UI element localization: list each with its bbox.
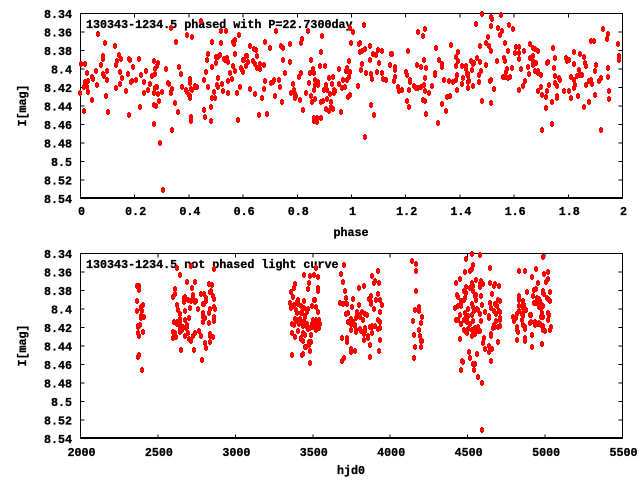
svg-text:8.42: 8.42 — [44, 322, 72, 336]
svg-text:8.36: 8.36 — [44, 267, 72, 281]
svg-text:8.4: 8.4 — [51, 64, 72, 78]
svg-text:4000: 4000 — [377, 446, 405, 460]
svg-text:130343-1234.5 not phased light: 130343-1234.5 not phased light curve — [86, 258, 339, 272]
svg-text:8.38: 8.38 — [44, 45, 72, 59]
svg-text:4500: 4500 — [455, 446, 483, 460]
svg-text:0.2: 0.2 — [125, 205, 146, 219]
svg-text:8.4: 8.4 — [51, 304, 72, 318]
svg-text:2: 2 — [620, 205, 627, 219]
svg-text:5000: 5000 — [532, 446, 560, 460]
svg-text:1.2: 1.2 — [396, 205, 417, 219]
svg-text:3000: 3000 — [222, 446, 250, 460]
svg-text:1.6: 1.6 — [505, 205, 526, 219]
svg-text:0.4: 0.4 — [179, 205, 200, 219]
svg-text:8.42: 8.42 — [44, 82, 72, 96]
svg-text:0.8: 0.8 — [288, 205, 309, 219]
svg-text:8.46: 8.46 — [44, 119, 72, 133]
svg-text:1: 1 — [349, 205, 356, 219]
svg-text:8.44: 8.44 — [44, 341, 72, 355]
svg-text:8.52: 8.52 — [44, 175, 72, 189]
svg-text:8.46: 8.46 — [44, 359, 72, 373]
svg-text:8.48: 8.48 — [44, 378, 72, 392]
svg-text:1.4: 1.4 — [450, 205, 471, 219]
svg-text:8.44: 8.44 — [44, 101, 72, 115]
svg-text:0: 0 — [78, 205, 85, 219]
svg-text:5500: 5500 — [609, 446, 637, 460]
svg-text:I[mag]: I[mag] — [16, 84, 30, 126]
svg-text:8.52: 8.52 — [44, 415, 72, 429]
svg-text:8.34: 8.34 — [44, 248, 72, 262]
svg-text:8.54: 8.54 — [44, 433, 72, 447]
svg-text:8.38: 8.38 — [44, 285, 72, 299]
svg-text:2000: 2000 — [67, 446, 95, 460]
svg-text:phase: phase — [333, 226, 368, 240]
svg-text:130343-1234.5 phased with P=22: 130343-1234.5 phased with P=22.7300day — [86, 18, 353, 32]
svg-text:8.5: 8.5 — [51, 396, 72, 410]
svg-text:hjd0: hjd0 — [337, 464, 365, 478]
svg-text:8.48: 8.48 — [44, 138, 72, 152]
svg-text:1.8: 1.8 — [559, 205, 580, 219]
svg-text:I[mag]: I[mag] — [16, 324, 30, 366]
svg-text:8.34: 8.34 — [44, 8, 72, 22]
svg-text:2500: 2500 — [145, 446, 173, 460]
svg-text:3500: 3500 — [300, 446, 328, 460]
svg-text:8.36: 8.36 — [44, 27, 72, 41]
svg-text:0.6: 0.6 — [234, 205, 255, 219]
svg-text:8.5: 8.5 — [51, 156, 72, 170]
svg-text:8.54: 8.54 — [44, 193, 72, 207]
